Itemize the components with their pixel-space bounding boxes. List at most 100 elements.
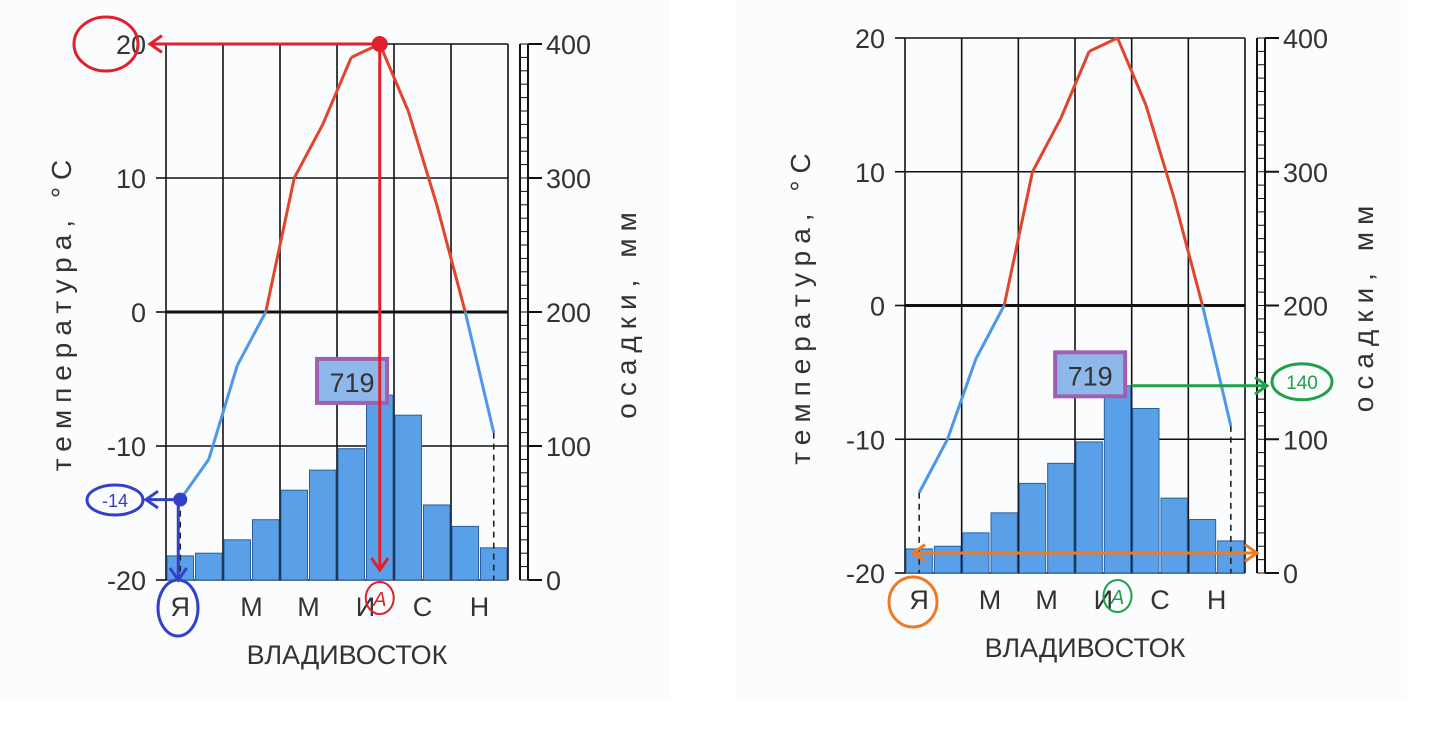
- temperature-tick-label: 0: [870, 292, 885, 322]
- arrow-head: [910, 543, 926, 563]
- city-title: ВЛАДИВОСТОК: [247, 640, 448, 670]
- month-label: С: [1150, 585, 1170, 615]
- precipitation-bar: [195, 552, 223, 581]
- start-month-circle: [887, 575, 939, 629]
- temperature-tick-label: -20: [107, 566, 146, 596]
- temperature-tick-label: 10: [855, 158, 885, 188]
- precipitation-bar: [1132, 407, 1160, 574]
- temperature-line: [207, 365, 239, 460]
- temperature-line: [1144, 104, 1176, 199]
- arrow-head: [143, 489, 159, 510]
- temperature-tick-label: 10: [116, 164, 146, 194]
- precipitation-tick-label: 100: [1283, 425, 1328, 455]
- min-temp-label: -14: [102, 491, 128, 511]
- annual-total-label: 719: [330, 368, 375, 398]
- precipitation-bar: [1047, 462, 1075, 574]
- climatogram-right: 20 10 0 -10 -20 400 300 200 100 0 Я М М И С Н ВЛАДИВОСТО…: [735, 0, 1407, 700]
- temperature-line: [1088, 36, 1119, 53]
- temperature-axis-label: температура, °С: [46, 153, 77, 472]
- month-label: Н: [1207, 585, 1227, 615]
- precipitation-bar: [1188, 519, 1217, 574]
- precipitation-tick-label: 0: [1283, 559, 1298, 589]
- month-label: М: [1035, 585, 1058, 615]
- temperature-tick-label: -10: [846, 425, 885, 455]
- month-label: С: [413, 592, 433, 622]
- precipitation-bar: [394, 414, 422, 581]
- max-month-circle: [364, 581, 395, 615]
- precipitation-bar: [480, 547, 508, 581]
- month-label: М: [240, 592, 263, 622]
- precipitation-bar: [223, 539, 251, 581]
- temperature-line: [463, 311, 496, 433]
- precipitation-bar: [252, 519, 280, 581]
- temperature-line: [1031, 117, 1063, 173]
- temperature-tick-label: -10: [107, 432, 146, 462]
- precipitation-bar: [423, 504, 451, 581]
- precipitation-tick-label: 100: [546, 432, 591, 462]
- precipitation-bar: [1018, 482, 1047, 574]
- precipitation-tick-label: 0: [546, 566, 561, 596]
- arrow-head: [147, 34, 163, 54]
- precipitation-bar: [1075, 441, 1103, 574]
- precipitation-bar: [933, 545, 962, 574]
- temperature-line: [378, 43, 410, 112]
- climatogram-left: 20 10 0 -10 -20 400 300 200 100 0 Я М М И С Н ВЛАДИВОСТО…: [0, 0, 670, 700]
- annual-total-box: [1057, 354, 1124, 395]
- precipitation-bar: [1103, 385, 1132, 574]
- precipitation-bar: [337, 448, 365, 581]
- precipitation-tick-label: 200: [1283, 292, 1328, 322]
- min-month-circle: [156, 578, 200, 638]
- arrow-head: [370, 557, 390, 573]
- temperature-tick-label: 20: [855, 24, 885, 54]
- precipitation-bar: [1160, 497, 1188, 574]
- max-month-label: А: [372, 589, 386, 611]
- precipitation-axis-label: осадки, мм: [1348, 199, 1379, 412]
- temperature-axis-label: температура, °С: [785, 146, 816, 465]
- temperature-line: [406, 110, 439, 206]
- temperature-line: [1201, 305, 1233, 427]
- precipitation-tick-label: 400: [1283, 24, 1328, 54]
- temperature-line: [264, 177, 296, 313]
- temperature-line: [974, 304, 1006, 360]
- arrow-head: [1244, 543, 1260, 563]
- precipitation-bar: [280, 489, 308, 581]
- temperature-line: [179, 458, 210, 501]
- precipitation-tick-label: 400: [546, 30, 591, 60]
- temperature-line: [435, 204, 467, 313]
- precipitation-bar: [451, 525, 479, 581]
- precipitation-bar: [309, 469, 337, 581]
- month-label: М: [297, 592, 320, 622]
- precipitation-bar: [1217, 540, 1245, 574]
- annual-total-box: [319, 360, 386, 401]
- precipitation-bar: [990, 512, 1018, 574]
- temperature-line: [235, 311, 268, 367]
- temperature-line: [1059, 50, 1091, 119]
- max-precip-circle: [1270, 362, 1334, 402]
- precipitation-axis-label: осадки, мм: [611, 205, 642, 418]
- precipitation-tick-label: 200: [546, 298, 591, 328]
- month-label: Я: [171, 592, 191, 622]
- max-temp-circle: [72, 15, 140, 73]
- min-temp-circle: [85, 483, 145, 517]
- temperature-tick-label: 20: [116, 30, 146, 60]
- month-label: Н: [470, 592, 490, 622]
- month-label: Я: [909, 585, 929, 615]
- max-month-circle: [1102, 579, 1133, 613]
- temperature-line: [292, 123, 325, 179]
- temperature-tick-label: -20: [846, 559, 885, 589]
- max-precip-label: 140: [1286, 373, 1318, 394]
- temperature-line: [1002, 171, 1034, 306]
- temperature-line: [321, 56, 353, 125]
- temperature-line: [1172, 198, 1204, 306]
- arrow-head: [1254, 376, 1270, 396]
- precipitation-tick-label: 300: [546, 164, 591, 194]
- temperature-line: [917, 438, 949, 494]
- city-title: ВЛАДИВОСТОК: [985, 633, 1186, 663]
- annual-total-label: 719: [1068, 361, 1113, 391]
- temperature-line: [1116, 37, 1148, 106]
- month-label: И: [356, 592, 375, 622]
- temperature-tick-label: 0: [131, 298, 146, 328]
- precipitation-tick-label: 300: [1283, 158, 1328, 188]
